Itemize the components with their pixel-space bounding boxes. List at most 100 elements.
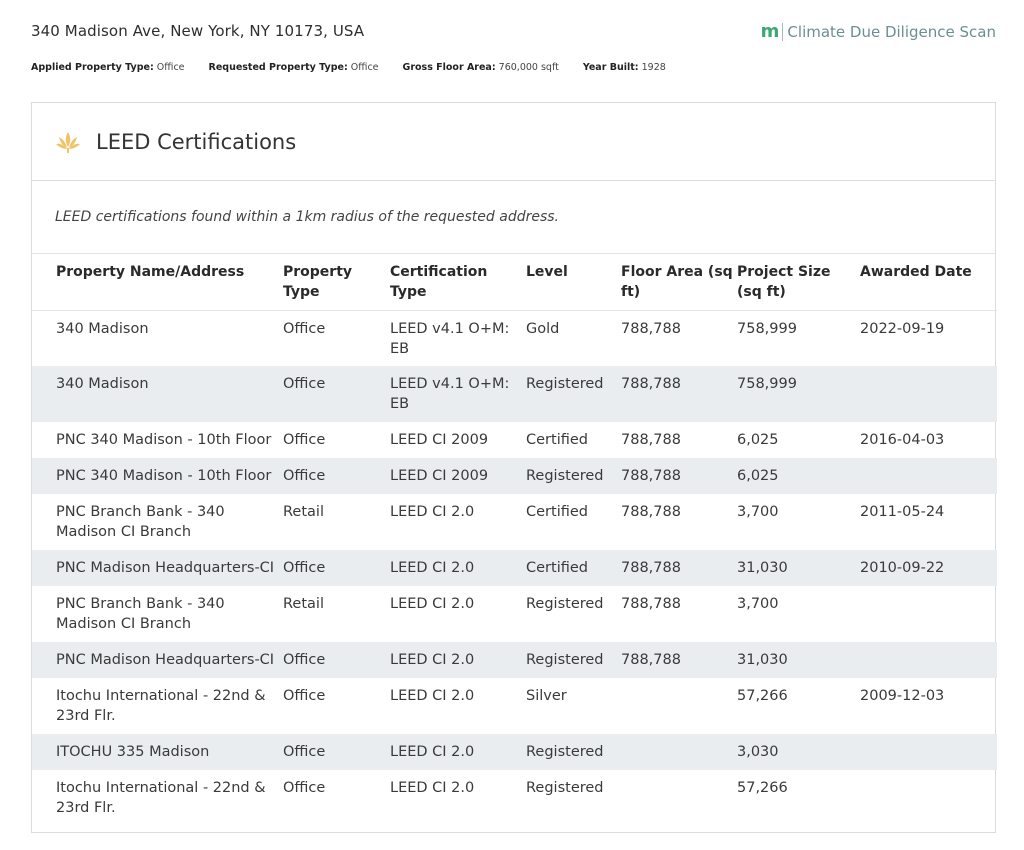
table-row[interactable]: 340 Madison Office LEED v4.1 O+M: EB Regist… <box>32 366 997 422</box>
brand[interactable]: m Climate Due Diligence Scan <box>761 22 996 42</box>
cell-project-size: 6,025 <box>737 432 779 448</box>
property-address: 340 Madison Ave, New York, NY 10173, USA <box>31 22 365 40</box>
leed-card-header: LEED Certifications <box>32 103 995 181</box>
cell-certification-type: LEED CI 2009 <box>390 432 489 448</box>
cell-property-name: PNC Madison Headquarters-CI <box>32 550 283 586</box>
cell-level: Registered <box>526 780 604 796</box>
cell-floor-area <box>621 734 737 770</box>
table-header-row: Property Name/Address Property Type Cert… <box>32 254 997 311</box>
column-header-certification-type[interactable]: Certification Type <box>390 254 526 311</box>
cell-property-type: Office <box>283 688 326 704</box>
meta-value: Office <box>156 62 185 73</box>
cell-floor-area: 788,788 <box>621 458 737 494</box>
meta-value: 760,000 sqft <box>498 62 559 73</box>
cell-certification-type: LEED CI 2.0 <box>390 504 475 520</box>
cell-level: Certified <box>526 432 588 448</box>
table-row[interactable]: 340 Madison Office LEED v4.1 O+M: EB Gold 78… <box>32 310 997 366</box>
column-header-floor-area[interactable]: Floor Area (sq ft) <box>621 254 737 311</box>
section-title: LEED Certifications <box>96 129 297 154</box>
meta-value: 1928 <box>641 62 666 73</box>
table-row[interactable]: PNC 340 Madison - 10th Floor Office LEED C… <box>32 458 997 494</box>
cell-floor-area: 788,788 <box>621 596 681 612</box>
cell-property-name: PNC 340 Madison - 10th Floor <box>56 432 272 448</box>
column-header-property-name[interactable]: Property Name/Address <box>32 254 283 311</box>
cell-project-size: 3,700 <box>737 504 779 520</box>
cell-awarded-date <box>860 642 997 678</box>
leed-leaf-icon <box>56 131 80 153</box>
table-row[interactable]: PNC 340 Madison - 10th Floor Office LEED C… <box>32 422 997 458</box>
cell-certification-type: LEED CI 2.0 <box>390 642 526 678</box>
leed-table: Property Name/Address Property Type Cert… <box>32 254 997 826</box>
meta-year-built: Year Built: 1928 <box>583 62 666 73</box>
cell-property-type: Retail <box>283 596 324 612</box>
cell-awarded-date: 2009-12-03 <box>860 688 945 704</box>
cell-project-size: 758,999 <box>737 366 860 422</box>
cell-project-size: 3,700 <box>737 596 779 612</box>
cell-project-size: 6,025 <box>737 458 860 494</box>
cell-awarded-date: 2022-09-19 <box>860 320 945 337</box>
cell-awarded-date: 2010-09-22 <box>860 550 997 586</box>
meta-applied-type: Applied Property Type: Office <box>31 62 185 73</box>
column-header-project-size[interactable]: Project Size (sq ft) <box>737 254 860 311</box>
cell-project-size: 31,030 <box>737 642 860 678</box>
cell-property-name: 340 Madison <box>32 366 283 422</box>
page-header: 340 Madison Ave, New York, NY 10173, USA… <box>31 22 996 46</box>
cell-certification-type: LEED v4.1 O+M: EB <box>390 320 510 357</box>
cell-floor-area: 788,788 <box>621 320 681 337</box>
cell-floor-area <box>621 678 737 734</box>
cell-awarded-date <box>860 586 997 642</box>
cell-level: Certified <box>526 550 621 586</box>
table-row[interactable]: Itochu International - 22nd & 23rd Flr. O… <box>32 678 997 734</box>
cell-property-type: Office <box>283 642 390 678</box>
cell-certification-type: LEED CI 2009 <box>390 458 526 494</box>
cell-floor-area: 788,788 <box>621 366 737 422</box>
cell-property-type: Office <box>283 432 326 448</box>
table-row[interactable]: PNC Branch Bank - 340 Madison CI Branch R… <box>32 494 997 550</box>
cell-level: Gold <box>526 320 560 337</box>
table-row[interactable]: PNC Branch Bank - 340 Madison CI Branch R… <box>32 586 997 642</box>
property-meta: Applied Property Type: Office Requested … <box>31 62 666 73</box>
cell-level: Registered <box>526 642 621 678</box>
meta-value: Office <box>350 62 379 73</box>
cell-certification-type: LEED v4.1 O+M: EB <box>390 366 526 422</box>
cell-property-type: Office <box>283 550 390 586</box>
cell-certification-type: LEED CI 2.0 <box>390 734 526 770</box>
column-header-property-type[interactable]: Property Type <box>283 254 390 311</box>
cell-awarded-date: 2016-04-03 <box>860 432 945 448</box>
meta-gross-floor-area: Gross Floor Area: 760,000 sqft <box>403 62 559 73</box>
cell-awarded-date <box>860 770 997 826</box>
cell-floor-area: 788,788 <box>621 504 681 520</box>
cell-property-type: Office <box>283 734 390 770</box>
cell-project-size: 57,266 <box>737 780 788 796</box>
cell-floor-area: 788,788 <box>621 432 681 448</box>
cell-level: Silver <box>526 688 567 704</box>
cell-property-name: ITOCHU 335 Madison <box>32 734 283 770</box>
cell-awarded-date <box>860 366 997 422</box>
brand-name: Climate Due Diligence Scan <box>787 23 996 41</box>
column-header-awarded-date[interactable]: Awarded Date <box>860 254 997 311</box>
cell-awarded-date: 2011-05-24 <box>860 504 945 520</box>
leed-card: LEED Certifications LEED certifications … <box>31 102 997 833</box>
section-note: LEED certifications found within a 1km r… <box>32 181 995 254</box>
cell-floor-area: 788,788 <box>621 642 737 678</box>
meta-requested-type: Requested Property Type: Office <box>209 62 379 73</box>
table-row[interactable]: PNC Madison Headquarters-CI Office LEED CI… <box>32 550 997 586</box>
column-header-level[interactable]: Level <box>526 254 621 311</box>
cell-awarded-date <box>860 458 997 494</box>
table-row[interactable]: PNC Madison Headquarters-CI Office LEED CI… <box>32 642 997 678</box>
brand-logo-icon: m <box>760 21 780 42</box>
cell-property-name: Itochu International - 22nd & 23rd Flr. <box>56 688 266 724</box>
cell-certification-type: LEED CI 2.0 <box>390 780 475 796</box>
meta-key: Gross Floor Area: <box>402 62 496 73</box>
meta-key: Applied Property Type: <box>31 62 154 73</box>
cell-project-size: 758,999 <box>737 320 797 337</box>
cell-property-type: Office <box>283 320 326 337</box>
cell-level: Registered <box>526 458 621 494</box>
table-body: 340 Madison Office LEED v4.1 O+M: EB Gold 78… <box>32 310 997 826</box>
cell-property-type: Office <box>283 458 390 494</box>
cell-level: Registered <box>526 596 604 612</box>
cell-floor-area: 788,788 <box>621 550 737 586</box>
table-row[interactable]: ITOCHU 335 Madison Office LEED CI 2.0 Regis… <box>32 734 997 770</box>
table-row[interactable]: Itochu International - 22nd & 23rd Flr. O… <box>32 770 997 826</box>
cell-floor-area <box>621 770 737 826</box>
